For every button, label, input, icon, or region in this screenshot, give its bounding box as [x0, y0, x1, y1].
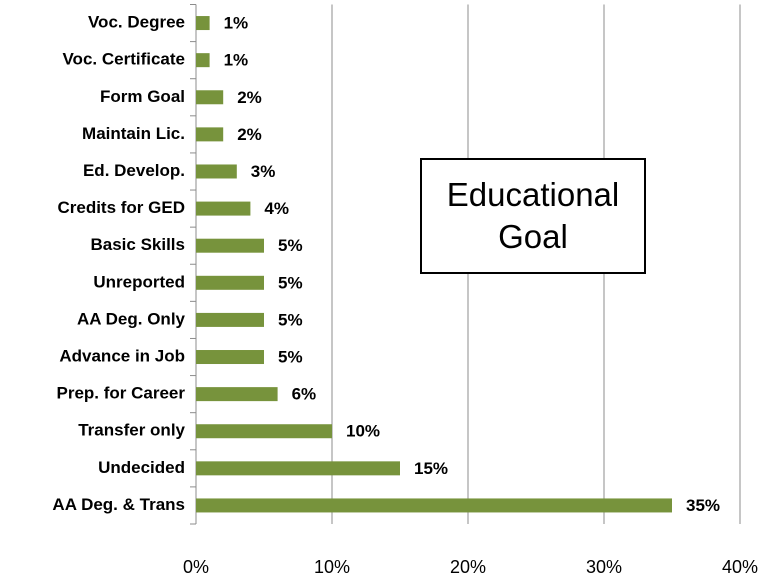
y-tick-label: Credits for GED	[57, 198, 185, 217]
value-label: 6%	[292, 385, 317, 404]
y-tick-label: Transfer only	[78, 421, 185, 440]
value-label: 1%	[224, 51, 249, 70]
y-tick-label: Unreported	[93, 272, 185, 291]
value-label: 2%	[237, 125, 262, 144]
x-tick-label: 10%	[314, 557, 350, 577]
y-tick-label: AA Deg. Only	[77, 309, 186, 328]
y-tick-label: AA Deg. & Trans	[52, 495, 185, 514]
bar	[196, 275, 264, 290]
bar	[196, 16, 210, 31]
bar	[196, 424, 332, 439]
value-label: 3%	[251, 162, 276, 181]
value-label: 15%	[414, 459, 448, 478]
bar	[196, 461, 400, 476]
value-label: 2%	[237, 88, 262, 107]
value-label: 5%	[278, 310, 303, 329]
y-tick-label: Voc. Certificate	[62, 50, 185, 69]
value-label: 35%	[686, 496, 720, 515]
bar	[196, 238, 264, 253]
bar	[196, 387, 278, 402]
bar	[196, 53, 210, 68]
value-label: 5%	[278, 348, 303, 367]
bar	[196, 90, 224, 105]
value-label: 10%	[346, 422, 380, 441]
y-tick-label: Advance in Job	[59, 347, 185, 366]
x-tick-label: 0%	[183, 557, 209, 577]
x-tick-label: 20%	[450, 557, 486, 577]
bar	[196, 498, 672, 513]
bar	[196, 164, 237, 179]
annotation: Educational Goal	[420, 158, 646, 274]
y-tick-label: Ed. Develop.	[83, 161, 185, 180]
x-tick-label: 40%	[722, 557, 758, 577]
bar	[196, 350, 264, 365]
value-label: 4%	[264, 199, 289, 218]
y-tick-label: Form Goal	[100, 87, 185, 106]
y-tick-label: Undecided	[98, 458, 185, 477]
x-tick-label: 30%	[586, 557, 622, 577]
bar	[196, 312, 264, 327]
y-tick-label: Voc. Degree	[88, 13, 185, 32]
value-label: 5%	[278, 236, 303, 255]
y-tick-label: Basic Skills	[90, 235, 185, 254]
bar	[196, 127, 224, 142]
value-label: 5%	[278, 273, 303, 292]
y-tick-label: Maintain Lic.	[82, 124, 185, 143]
value-label: 1%	[224, 14, 249, 33]
bar	[196, 201, 251, 216]
y-tick-label: Prep. for Career	[57, 384, 186, 403]
